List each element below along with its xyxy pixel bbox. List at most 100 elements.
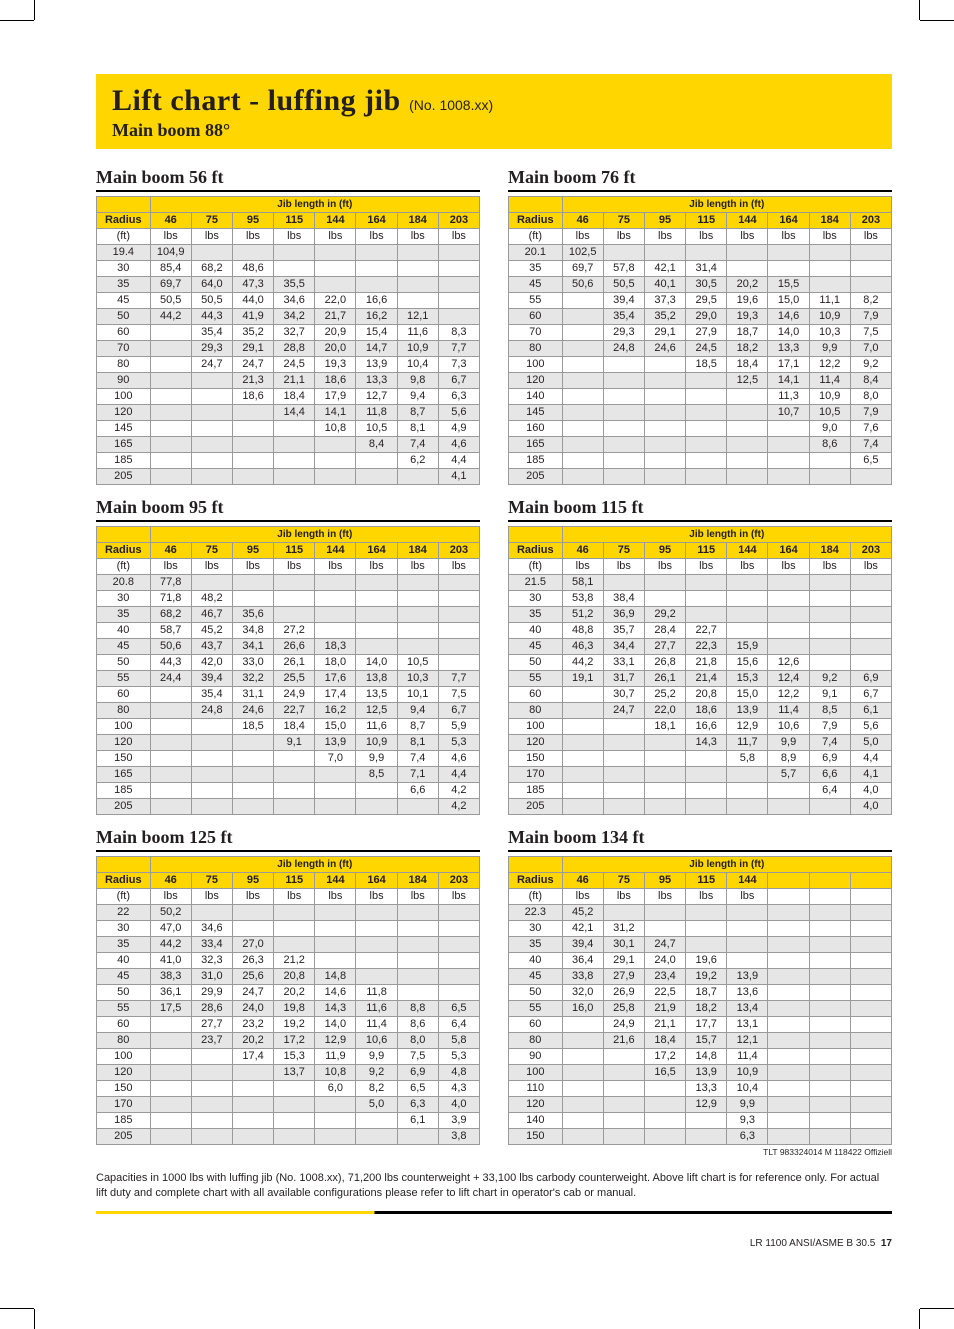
value-cell: 20,8 bbox=[686, 687, 727, 703]
value-cell bbox=[438, 293, 479, 309]
value-cell bbox=[274, 767, 315, 783]
unit-cell: lbs bbox=[438, 889, 479, 905]
header-blank bbox=[97, 197, 151, 213]
value-cell bbox=[727, 783, 768, 799]
value-cell: 46,3 bbox=[562, 639, 603, 655]
value-cell: 8,4 bbox=[850, 373, 891, 389]
value-cell bbox=[686, 1129, 727, 1145]
value-cell: 29,1 bbox=[644, 325, 685, 341]
value-cell bbox=[727, 623, 768, 639]
value-cell bbox=[397, 277, 438, 293]
value-cell: 13,1 bbox=[727, 1017, 768, 1033]
value-cell: 4,0 bbox=[850, 799, 891, 815]
unit-cell: lbs bbox=[315, 559, 356, 575]
value-cell: 7,9 bbox=[850, 309, 891, 325]
value-cell: 6,3 bbox=[727, 1129, 768, 1145]
value-cell bbox=[191, 245, 232, 261]
value-cell bbox=[274, 245, 315, 261]
value-cell: 5,8 bbox=[727, 751, 768, 767]
value-cell: 16,6 bbox=[356, 293, 397, 309]
value-cell bbox=[232, 1129, 273, 1145]
value-cell bbox=[768, 245, 809, 261]
header-blank bbox=[509, 857, 563, 873]
value-cell: 35,7 bbox=[603, 623, 644, 639]
value-cell bbox=[150, 341, 191, 357]
unit-cell: lbs bbox=[603, 889, 644, 905]
value-cell: 6,4 bbox=[809, 783, 850, 799]
table-row: 5044,244,341,934,221,716,212,1 bbox=[97, 309, 480, 325]
small-reference-note: TLT 983324014 M 118422 Offiziell bbox=[508, 1147, 892, 1157]
value-cell: 48,2 bbox=[191, 591, 232, 607]
value-cell: 15,3 bbox=[274, 1049, 315, 1065]
value-cell bbox=[562, 1129, 603, 1145]
value-cell: 26,1 bbox=[274, 655, 315, 671]
value-cell: 17,4 bbox=[232, 1049, 273, 1065]
value-cell bbox=[562, 783, 603, 799]
value-cell: 9,3 bbox=[727, 1113, 768, 1129]
value-cell bbox=[438, 309, 479, 325]
radius-cell: 55 bbox=[509, 1001, 563, 1017]
value-cell: 7,1 bbox=[397, 767, 438, 783]
radius-cell: 45 bbox=[97, 639, 151, 655]
value-cell bbox=[603, 373, 644, 389]
value-cell: 3,9 bbox=[438, 1113, 479, 1129]
value-cell: 28,6 bbox=[191, 1001, 232, 1017]
table-row: 8024,824,622,716,212,59,46,7 bbox=[97, 703, 480, 719]
value-cell: 14,0 bbox=[768, 325, 809, 341]
header-blank bbox=[509, 527, 563, 543]
jib-col-header: 164 bbox=[768, 213, 809, 229]
value-cell bbox=[232, 575, 273, 591]
value-cell: 39,4 bbox=[562, 937, 603, 953]
table-row: 2250,2 bbox=[97, 905, 480, 921]
value-cell: 6,1 bbox=[397, 1113, 438, 1129]
unit-cell: lbs bbox=[603, 559, 644, 575]
value-cell bbox=[809, 1129, 850, 1145]
radius-cell: 45 bbox=[509, 277, 563, 293]
value-cell bbox=[809, 1097, 850, 1113]
value-cell: 37,3 bbox=[644, 293, 685, 309]
jib-col-header: 164 bbox=[356, 213, 397, 229]
value-cell: 4,2 bbox=[438, 799, 479, 815]
value-cell bbox=[274, 1129, 315, 1145]
radius-cell: 140 bbox=[509, 1113, 563, 1129]
value-cell bbox=[809, 937, 850, 953]
radius-unit: (ft) bbox=[97, 559, 151, 575]
value-cell: 7,4 bbox=[397, 437, 438, 453]
value-cell bbox=[727, 937, 768, 953]
value-cell bbox=[850, 245, 891, 261]
value-cell bbox=[191, 1049, 232, 1065]
jib-col-header: 144 bbox=[315, 543, 356, 559]
value-cell bbox=[232, 921, 273, 937]
value-cell: 4,9 bbox=[438, 421, 479, 437]
value-cell: 7,6 bbox=[850, 421, 891, 437]
table-row: 1209,113,910,98,15,3 bbox=[97, 735, 480, 751]
radius-cell: 100 bbox=[97, 1049, 151, 1065]
value-cell bbox=[438, 639, 479, 655]
jib-col-header: 75 bbox=[603, 213, 644, 229]
radius-cell: 50 bbox=[97, 309, 151, 325]
value-cell bbox=[686, 799, 727, 815]
value-cell bbox=[191, 767, 232, 783]
value-cell: 5,8 bbox=[438, 1033, 479, 1049]
value-cell: 6,3 bbox=[438, 389, 479, 405]
value-cell bbox=[397, 607, 438, 623]
value-cell bbox=[150, 1033, 191, 1049]
unit-cell: lbs bbox=[727, 229, 768, 245]
value-cell bbox=[850, 1049, 891, 1065]
table-row: 1705,06,34,0 bbox=[97, 1097, 480, 1113]
radius-cell: 35 bbox=[509, 261, 563, 277]
value-cell: 29,3 bbox=[603, 325, 644, 341]
table-row: 140 9,3 bbox=[509, 1113, 892, 1129]
value-cell bbox=[315, 937, 356, 953]
value-cell bbox=[809, 953, 850, 969]
value-cell: 20,9 bbox=[315, 325, 356, 341]
table-row: 19.4104,9 bbox=[97, 245, 480, 261]
table-row: 9021,321,118,613,39,86,7 bbox=[97, 373, 480, 389]
radius-cell: 20.1 bbox=[509, 245, 563, 261]
value-cell bbox=[644, 405, 685, 421]
radius-cell: 80 bbox=[509, 703, 563, 719]
value-cell: 7,4 bbox=[809, 735, 850, 751]
table-row: 10018,518,415,011,68,75,9 bbox=[97, 719, 480, 735]
value-cell bbox=[603, 405, 644, 421]
radius-cell: 60 bbox=[509, 309, 563, 325]
